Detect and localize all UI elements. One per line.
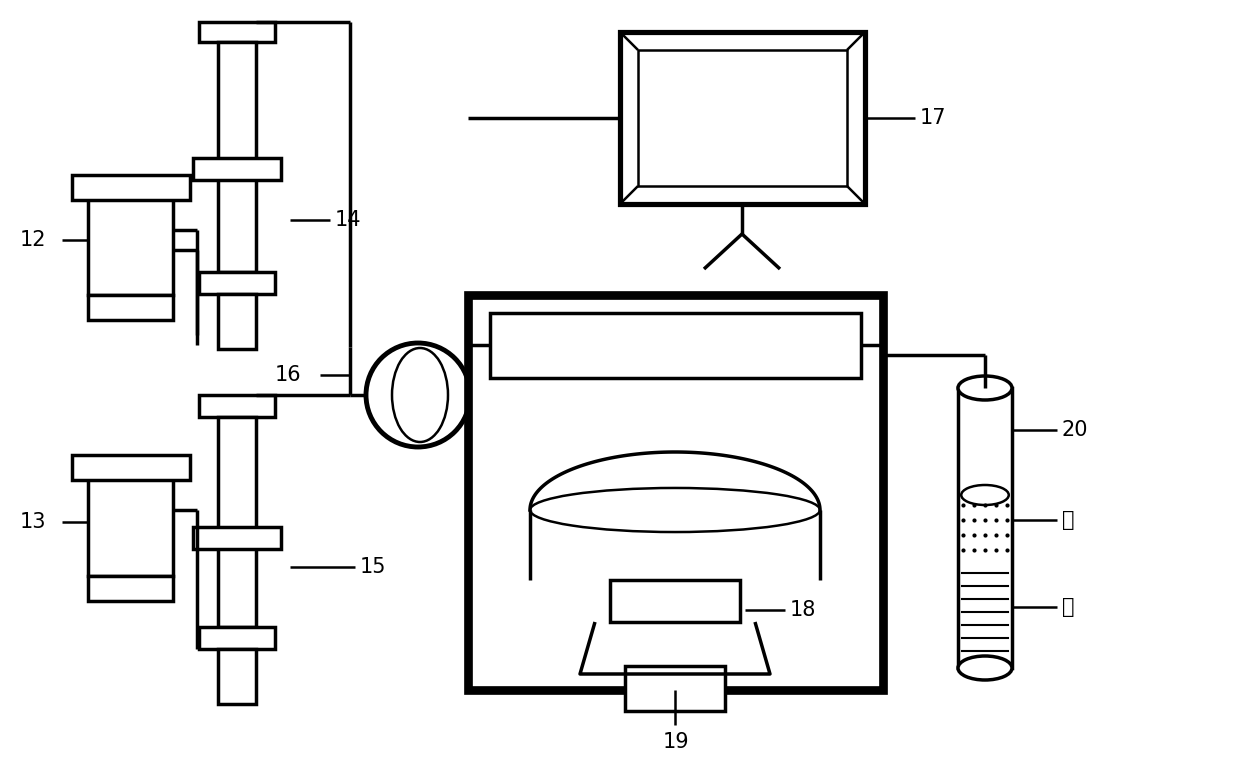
Text: 14: 14 bbox=[335, 210, 362, 230]
Text: 油: 油 bbox=[1061, 510, 1075, 530]
Text: 13: 13 bbox=[20, 512, 47, 532]
Ellipse shape bbox=[392, 348, 448, 442]
Bar bbox=[639, 50, 847, 186]
Text: 16: 16 bbox=[275, 365, 301, 385]
Bar bbox=[193, 527, 281, 549]
Ellipse shape bbox=[529, 488, 820, 532]
Bar bbox=[490, 313, 861, 378]
Ellipse shape bbox=[959, 656, 1012, 680]
Circle shape bbox=[366, 343, 470, 447]
Bar bbox=[198, 395, 275, 417]
Bar bbox=[625, 666, 725, 711]
Bar bbox=[198, 22, 275, 42]
Bar bbox=[88, 295, 174, 320]
Text: 水: 水 bbox=[1061, 597, 1075, 617]
Ellipse shape bbox=[961, 485, 1009, 505]
Bar bbox=[198, 627, 275, 649]
Text: 18: 18 bbox=[790, 600, 816, 620]
Bar bbox=[610, 580, 740, 622]
Bar bbox=[467, 295, 883, 690]
Bar bbox=[620, 32, 866, 204]
Bar bbox=[218, 42, 255, 272]
Bar bbox=[959, 388, 1012, 668]
Bar bbox=[72, 175, 190, 200]
Bar bbox=[88, 185, 174, 295]
Text: 17: 17 bbox=[920, 108, 946, 128]
Text: 15: 15 bbox=[360, 557, 387, 577]
Text: 20: 20 bbox=[1061, 420, 1089, 440]
Bar bbox=[218, 417, 255, 627]
Bar bbox=[88, 468, 174, 576]
Bar bbox=[88, 576, 174, 601]
Bar bbox=[218, 294, 255, 349]
Text: 19: 19 bbox=[663, 732, 689, 752]
Bar bbox=[218, 649, 255, 704]
Ellipse shape bbox=[959, 376, 1012, 400]
Bar bbox=[193, 158, 281, 180]
Bar bbox=[198, 272, 275, 294]
Text: 12: 12 bbox=[20, 230, 47, 250]
Bar bbox=[72, 455, 190, 480]
